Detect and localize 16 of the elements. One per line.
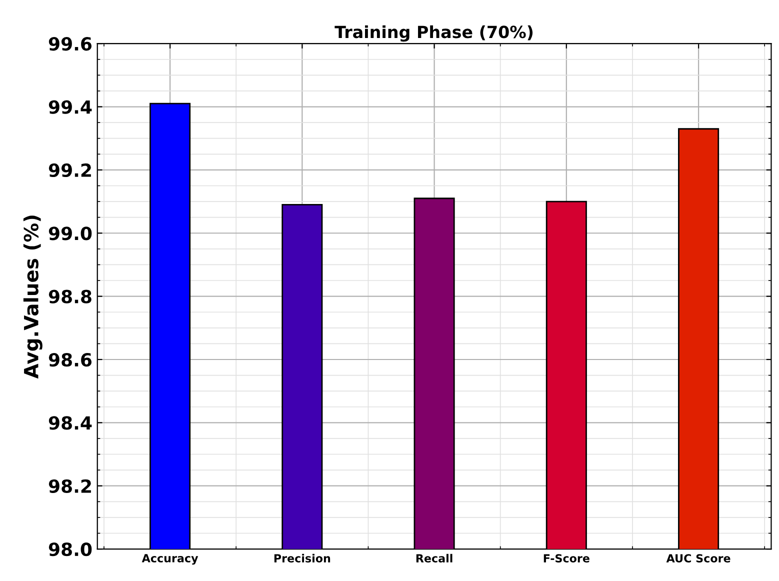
x-tick-label: Accuracy xyxy=(142,554,198,565)
x-tick-label: AUC Score xyxy=(666,554,730,563)
x-tick-label: Precision xyxy=(274,554,330,563)
y-tick-label: 99.4 xyxy=(48,100,92,114)
y-axis-title: Avg.Values (%) xyxy=(23,216,42,379)
y-tick-label: 99.2 xyxy=(48,163,91,178)
y-tick-label: 99.0 xyxy=(48,226,92,240)
chart-title: Training Phase (70%) xyxy=(334,25,533,42)
y-tick-label: 99.6 xyxy=(48,37,92,51)
y-tick-label: 98.6 xyxy=(48,352,92,367)
y-tick-label: 98.2 xyxy=(48,479,91,493)
y-tick-label: 98.0 xyxy=(48,542,92,556)
x-tick-label: Recall xyxy=(416,554,452,563)
x-tick-label: F-Score xyxy=(544,554,590,563)
y-tick-label: 98.8 xyxy=(48,290,92,304)
y-tick-label: 98.4 xyxy=(48,416,92,430)
